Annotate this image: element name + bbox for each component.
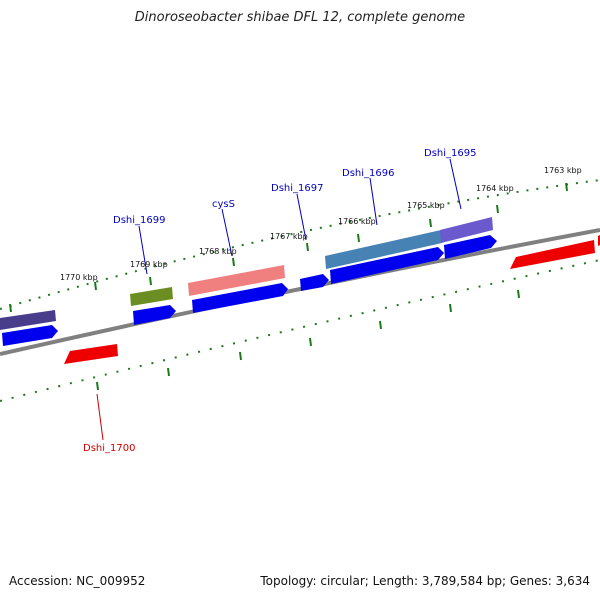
forward-gene bbox=[444, 235, 497, 259]
gene-label-dshi-1700: Dshi_1700 bbox=[83, 443, 135, 454]
forward-gene bbox=[2, 325, 58, 346]
scale-label: 1767 kbp bbox=[270, 232, 308, 241]
gene-label-dshi-1696: Dshi_1696 bbox=[342, 168, 394, 179]
feature-bar-olive bbox=[130, 287, 173, 306]
feature-bar-steelblue bbox=[325, 230, 442, 269]
genome-backbone bbox=[0, 228, 600, 356]
forward-gene bbox=[300, 274, 329, 291]
scale-label: 1769 kbp bbox=[130, 260, 168, 269]
scale-label: 1765 kbp bbox=[407, 201, 445, 210]
scale-label: 1764 kbp bbox=[476, 184, 514, 193]
feature-bar-slate bbox=[440, 217, 493, 243]
accession-text: Accession: NC_009952 bbox=[9, 574, 146, 588]
gene-label-cyss: cysS bbox=[212, 199, 235, 210]
forward-gene bbox=[330, 247, 444, 284]
scale-label: 1768 kbp bbox=[199, 247, 237, 256]
leader-line-reverse bbox=[96, 393, 104, 441]
feature-bar-pink bbox=[188, 265, 285, 296]
scale-label: 1763 kbp bbox=[544, 166, 582, 175]
inner-major-ticks bbox=[96, 289, 520, 391]
forward-gene bbox=[133, 305, 176, 325]
outer-major-ticks bbox=[9, 182, 568, 313]
reverse-gene bbox=[64, 344, 118, 364]
gene-label-dshi-1697: Dshi_1697 bbox=[271, 183, 323, 194]
topology-text: Topology: circular; Length: 3,789,584 bp… bbox=[260, 574, 590, 588]
scale-label: 1770 kbp bbox=[60, 273, 98, 282]
leader-lines-forward bbox=[138, 158, 462, 275]
feature-bar-darkslate bbox=[0, 310, 56, 330]
gene-label-dshi-1695: Dshi_1695 bbox=[424, 148, 476, 159]
reverse-gene bbox=[510, 240, 595, 269]
forward-gene bbox=[192, 283, 288, 313]
map-title: Dinoroseobacter shibae DFL 12, complete … bbox=[134, 10, 466, 25]
gene-label-dshi-1699: Dshi_1699 bbox=[113, 215, 165, 226]
scale-label: 1766 kbp bbox=[338, 217, 376, 226]
